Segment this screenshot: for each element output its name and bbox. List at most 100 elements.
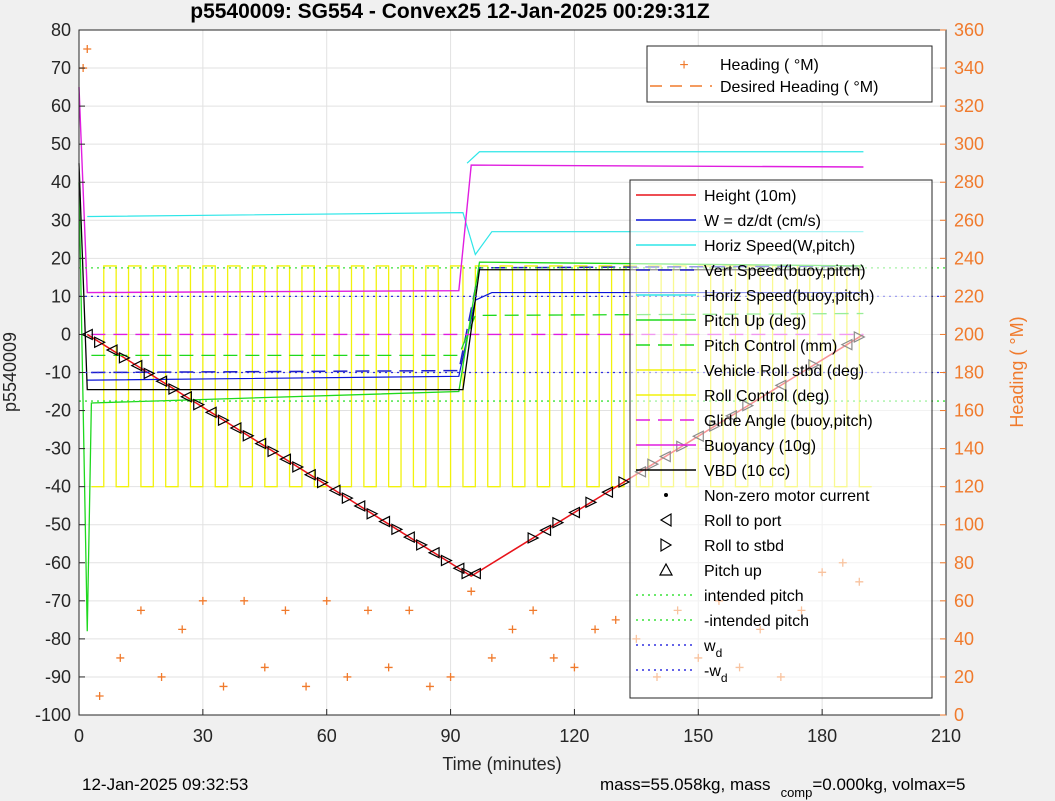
x-tick-label: 90 bbox=[441, 726, 461, 746]
series-buoyancy-10g bbox=[78, 87, 864, 294]
roll-to-stbd-marker bbox=[461, 567, 474, 580]
legend-label-15: Pitch up bbox=[704, 563, 762, 580]
y2-tick-label: 220 bbox=[954, 286, 984, 306]
x-tick-label: 210 bbox=[931, 726, 961, 746]
x-tick-label: 120 bbox=[559, 726, 589, 746]
legend-label-0: Height (10m) bbox=[704, 188, 796, 205]
y-tick-label: -60 bbox=[45, 553, 71, 573]
heading-legend-box bbox=[646, 45, 933, 103]
y-tick-label: -10 bbox=[45, 363, 71, 383]
roll-to-port-marker bbox=[229, 422, 242, 434]
legend-label-10: Buoyancy (10g) bbox=[704, 438, 816, 455]
legend-label-17: -intended pitch bbox=[704, 613, 809, 630]
roll-to-port-marker bbox=[601, 486, 614, 499]
legend-dot-marker bbox=[664, 493, 668, 497]
legend-label-1: W = dz/dt (cm/s) bbox=[704, 213, 821, 230]
y-tick-label: 10 bbox=[51, 286, 71, 306]
y2-tick-label: 360 bbox=[954, 20, 984, 40]
heading-point bbox=[83, 45, 92, 54]
y-tick-label: -20 bbox=[45, 401, 71, 421]
y-tick-label: 0 bbox=[61, 324, 71, 344]
legend-label-9: Glide Angle (buoy,pitch) bbox=[704, 413, 873, 430]
x-tick-label: 180 bbox=[807, 726, 837, 746]
legend-roll-port-marker bbox=[659, 512, 672, 528]
legend-label-6: Pitch Control (mm) bbox=[704, 338, 837, 355]
roll-to-port-marker bbox=[303, 468, 316, 481]
roll-to-port-marker bbox=[80, 328, 93, 341]
heading-point bbox=[281, 606, 290, 615]
roll-to-stbd-marker bbox=[193, 398, 206, 411]
legend-label-negwd: -wd bbox=[704, 663, 728, 685]
roll-to-stbd-marker bbox=[618, 476, 631, 488]
roll-to-stbd-marker bbox=[217, 414, 230, 427]
roll-to-port-marker bbox=[130, 359, 143, 372]
heading-point bbox=[425, 682, 434, 691]
heading-legend-marker: + bbox=[679, 57, 688, 74]
heading-legend: + Heading ( °M) Desired Heading ( °M) bbox=[646, 45, 933, 103]
main-legend: Height (10m) W = dz/dt (cm/s) Horiz Speed(… bbox=[629, 179, 933, 699]
heading-point bbox=[487, 653, 496, 662]
x-axis-label: Time (minutes) bbox=[442, 754, 561, 774]
main-legend-box bbox=[629, 179, 933, 699]
y2-tick-label: 300 bbox=[954, 134, 984, 154]
roll-to-port-marker bbox=[568, 506, 581, 519]
series-horiz-speed-w-pitch bbox=[87, 212, 864, 256]
heading-point bbox=[178, 625, 187, 634]
y2-tick-label: 340 bbox=[954, 58, 984, 78]
y2-tick-label: 80 bbox=[954, 553, 974, 573]
footer-mass-sub: comp bbox=[781, 785, 813, 800]
roll-to-stbd-marker bbox=[316, 476, 329, 489]
footer-mass-b: =0.000kg, volmax=5 bbox=[812, 775, 965, 794]
roll-to-port-marker bbox=[539, 524, 552, 537]
y2-tick-label: 140 bbox=[954, 439, 984, 459]
roll-to-port-marker bbox=[155, 375, 168, 388]
y-axis-ticks: 80 70 60 50 40 30 20 10 0 -10 -20 -30 -40 -50 -60 -70 -8… bbox=[35, 20, 85, 725]
legend-label-11: VBD (10 cc) bbox=[704, 463, 790, 480]
heading-point bbox=[446, 672, 455, 681]
legend-roll-stbd-marker bbox=[660, 537, 673, 553]
y-tick-label: -50 bbox=[45, 515, 71, 535]
footer-mass-a: mass=55.058kg, mass bbox=[600, 775, 771, 794]
heading-point bbox=[508, 625, 517, 634]
heading-point bbox=[157, 672, 166, 681]
roll-to-port-marker bbox=[328, 484, 341, 497]
legend-label-16: intended pitch bbox=[704, 588, 804, 605]
desired-heading-legend-label: Desired Heading ( °M) bbox=[720, 79, 878, 96]
legend-label-2: Horiz Speed(W,pitch) bbox=[704, 238, 855, 255]
y-tick-label: 80 bbox=[51, 20, 71, 40]
y2-tick-label: 40 bbox=[954, 629, 974, 649]
y-tick-label: -80 bbox=[45, 629, 71, 649]
y-tick-label: -70 bbox=[45, 591, 71, 611]
heading-point bbox=[529, 606, 538, 615]
x-axis-ticks: 0 30 60 90 120 150 180 210 bbox=[74, 709, 961, 746]
legend-label-7: Vehicle Roll stbd (deg) bbox=[704, 363, 864, 380]
y2-tick-label: 200 bbox=[954, 324, 984, 344]
y-tick-label: 20 bbox=[51, 248, 71, 268]
y-tick-label: 40 bbox=[51, 172, 71, 192]
heading-point bbox=[198, 596, 207, 605]
legend-label-8: Roll Control (deg) bbox=[704, 388, 829, 405]
roll-to-stbd-marker bbox=[94, 336, 106, 349]
y-tick-label: -40 bbox=[45, 477, 71, 497]
y-axis-label: p5540009 bbox=[0, 332, 20, 412]
chart-title: p5540009: SG554 - Convex25 12-Jan-2025 0… bbox=[190, 0, 710, 23]
roll-to-stbd-marker bbox=[366, 507, 379, 520]
series-vbd-10-cc bbox=[78, 163, 864, 391]
heading-point bbox=[95, 691, 104, 700]
heading-legend-label: Heading ( °M) bbox=[720, 57, 819, 74]
legend-label-13: Roll to port bbox=[704, 513, 782, 530]
roll-to-stbd-marker bbox=[552, 516, 565, 529]
y-tick-label: 70 bbox=[51, 58, 71, 78]
roll-to-port-marker bbox=[378, 515, 391, 528]
legend-label-14: Roll to stbd bbox=[704, 538, 784, 555]
y-tick-label: 60 bbox=[51, 96, 71, 116]
roll-to-port-marker bbox=[254, 437, 267, 450]
roll-to-stbd-marker bbox=[440, 554, 453, 567]
roll-to-stbd-marker bbox=[585, 496, 598, 509]
series-pitch-up-deg bbox=[78, 182, 864, 632]
roll-to-stbd-marker bbox=[391, 523, 404, 536]
footer-mass: mass=55.058kg, mass comp=0.000kg, volmax=… bbox=[600, 775, 965, 800]
heading-point bbox=[611, 615, 620, 624]
roll-to-port-marker bbox=[279, 453, 292, 466]
roll-to-stbd-marker bbox=[118, 351, 131, 364]
